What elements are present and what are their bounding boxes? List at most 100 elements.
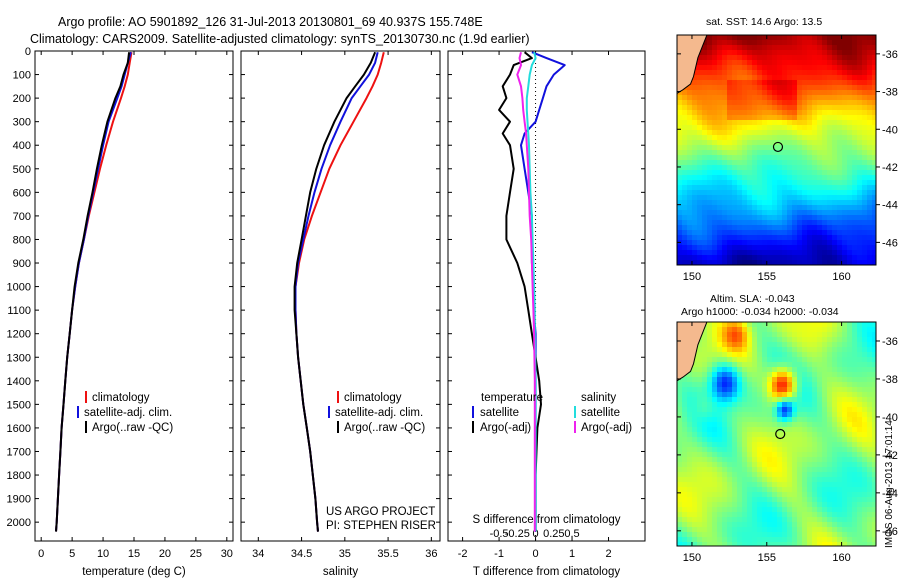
heatmap-cell	[832, 105, 837, 110]
heatmap-cell	[727, 85, 732, 90]
heatmap-cell	[722, 195, 727, 200]
heatmap-cell	[732, 245, 737, 250]
heatmap-cell	[807, 442, 812, 447]
heatmap-cell	[807, 472, 812, 477]
heatmap-cell	[872, 392, 876, 397]
heatmap-cell	[712, 397, 717, 402]
heatmap-cell	[832, 357, 837, 362]
heatmap-cell	[807, 230, 812, 235]
heatmap-cell	[732, 502, 737, 507]
heatmap-cell	[702, 195, 707, 200]
heatmap-cell	[767, 437, 772, 442]
x-axis-label: T difference from climatology	[473, 566, 620, 578]
heatmap-cell	[852, 90, 857, 95]
heatmap-cell	[682, 467, 687, 472]
heatmap-cell	[762, 452, 767, 457]
heatmap-cell	[692, 190, 697, 195]
heatmap-cell	[707, 60, 712, 65]
heatmap-cell	[872, 75, 876, 80]
heatmap-cell	[722, 150, 727, 155]
heatmap-cell	[842, 75, 847, 80]
heatmap-cell	[847, 477, 852, 482]
heatmap-cell	[677, 492, 682, 497]
heatmap-cell	[697, 255, 702, 260]
heatmap-cell	[772, 357, 777, 362]
heatmap-cell	[697, 497, 702, 502]
heatmap-cell	[757, 240, 762, 245]
heatmap-cell	[697, 502, 702, 507]
heatmap-cell	[847, 85, 852, 90]
heatmap-cell	[732, 352, 737, 357]
heatmap-cell	[787, 457, 792, 462]
heatmap-cell	[742, 195, 747, 200]
heatmap-cell	[717, 527, 722, 532]
heatmap-cell	[707, 442, 712, 447]
heatmap-cell	[712, 205, 717, 210]
heatmap-cell	[757, 472, 762, 477]
heatmap-cell	[867, 517, 872, 522]
heatmap-cell	[822, 225, 827, 230]
heatmap-cell	[752, 352, 757, 357]
heatmap-cell	[687, 255, 692, 260]
heatmap-cell	[792, 75, 797, 80]
heatmap-cell	[832, 367, 837, 372]
heatmap-cell	[752, 422, 757, 427]
heatmap-cell	[742, 517, 747, 522]
heatmap-cell	[812, 165, 817, 170]
heatmap-cell	[742, 160, 747, 165]
heatmap-cell	[792, 130, 797, 135]
heatmap-cell	[737, 372, 742, 377]
heatmap-cell	[727, 35, 732, 40]
heatmap-cell	[727, 200, 732, 205]
heatmap-cell	[752, 442, 757, 447]
heatmap-cell	[847, 537, 852, 542]
heatmap-cell	[757, 70, 762, 75]
heatmap-cell	[777, 382, 782, 387]
heatmap-cell	[687, 235, 692, 240]
heatmap-cell	[727, 125, 732, 130]
heatmap-cell	[817, 215, 822, 220]
heatmap-cell	[712, 427, 717, 432]
heatmap-cell	[812, 130, 817, 135]
heatmap-cell	[827, 532, 832, 537]
heatmap-cell	[807, 115, 812, 120]
heatmap-cell	[847, 250, 852, 255]
heatmap-cell	[857, 255, 862, 260]
s-tick-label: 0.25	[543, 528, 564, 540]
heatmap-cell	[777, 130, 782, 135]
heatmap-cell	[677, 407, 682, 412]
heatmap-cell	[692, 412, 697, 417]
heatmap-cell	[717, 95, 722, 100]
heatmap-cell	[732, 190, 737, 195]
heatmap-cell	[722, 240, 727, 245]
heatmap-cell	[737, 190, 742, 195]
heatmap-cell	[762, 165, 767, 170]
heatmap-cell	[707, 392, 712, 397]
heatmap-cell	[722, 65, 727, 70]
heatmap-cell	[817, 70, 822, 75]
heatmap-cell	[857, 165, 862, 170]
heatmap-cell	[842, 175, 847, 180]
heatmap-cell	[782, 85, 787, 90]
heatmap-cell	[797, 230, 802, 235]
heatmap-cell	[812, 387, 817, 392]
heatmap-cell	[822, 245, 827, 250]
heatmap-cell	[807, 245, 812, 250]
sla-map-axes: 150 155 160-36-38-40-42-44-46	[676, 321, 898, 564]
heatmap-cell	[732, 452, 737, 457]
heatmap-cell	[762, 245, 767, 250]
heatmap-cell	[772, 372, 777, 377]
heatmap-cell	[757, 165, 762, 170]
heatmap-cell	[837, 367, 842, 372]
heatmap-cell	[677, 205, 682, 210]
heatmap-cell	[822, 90, 827, 95]
heatmap-cell	[712, 387, 717, 392]
heatmap-cell	[712, 200, 717, 205]
heatmap-cell	[737, 35, 742, 40]
heatmap-cell	[847, 427, 852, 432]
heatmap-cell	[762, 382, 767, 387]
heatmap-cell	[842, 482, 847, 487]
heatmap-cell	[727, 342, 732, 347]
heatmap-cell	[692, 517, 697, 522]
heatmap-cell	[712, 537, 717, 542]
